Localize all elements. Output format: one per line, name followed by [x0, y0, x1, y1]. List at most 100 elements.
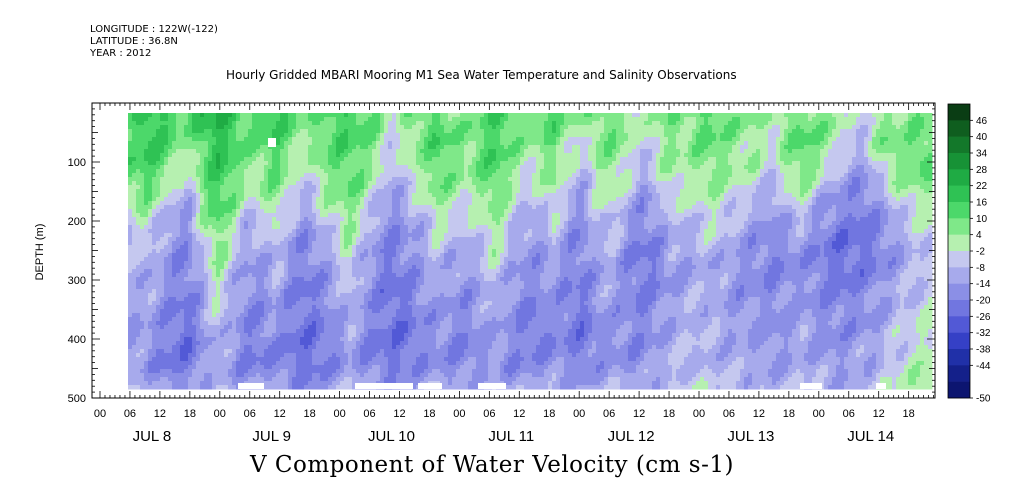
- heatmap-cell: [344, 189, 349, 194]
- heatmap-cell: [636, 181, 641, 186]
- heatmap-cell: [376, 117, 381, 122]
- heatmap-cell: [484, 205, 489, 210]
- heatmap-cell: [532, 185, 537, 190]
- heatmap-cell: [724, 145, 729, 150]
- heatmap-cell: [140, 169, 145, 174]
- heatmap-cell: [696, 145, 701, 150]
- heatmap-cell: [448, 165, 453, 170]
- heatmap-cell: [300, 117, 305, 122]
- heatmap-cell: [624, 153, 629, 158]
- heatmap-cell: [680, 169, 685, 174]
- heatmap-cell: [676, 193, 681, 198]
- heatmap-cell: [764, 157, 769, 162]
- heatmap-cell: [568, 205, 573, 210]
- heatmap-cell: [144, 157, 149, 162]
- heatmap-cell: [160, 169, 165, 174]
- heatmap-cell: [888, 193, 893, 198]
- heatmap-cell: [704, 145, 709, 150]
- heatmap-cell: [768, 117, 773, 122]
- heatmap-cell: [128, 185, 133, 190]
- heatmap-cell: [764, 185, 769, 190]
- heatmap-cell: [176, 153, 181, 158]
- heatmap-cell: [792, 117, 797, 122]
- heatmap-cell: [660, 193, 665, 198]
- heatmap-cell: [204, 201, 209, 206]
- heatmap-cell: [264, 205, 269, 210]
- heatmap-cell: [376, 125, 381, 130]
- heatmap-cell: [160, 129, 165, 134]
- heatmap-cell: [504, 149, 509, 154]
- heatmap-cell: [888, 173, 893, 178]
- heatmap-cell: [880, 181, 885, 186]
- heatmap-cell: [364, 153, 369, 158]
- heatmap-cell: [580, 165, 585, 170]
- heatmap-cell: [176, 193, 181, 198]
- heatmap-cell: [276, 193, 281, 198]
- heatmap-cell: [648, 113, 653, 118]
- heatmap-cell: [412, 173, 417, 178]
- heatmap-cell: [812, 197, 817, 202]
- heatmap-cell: [644, 201, 649, 206]
- heatmap-cell: [724, 121, 729, 126]
- heatmap-cell: [632, 125, 637, 130]
- heatmap-cell: [604, 133, 609, 138]
- heatmap-cell: [152, 189, 157, 194]
- heatmap-cell: [644, 169, 649, 174]
- heatmap-cell: [704, 177, 709, 182]
- heatmap-cell: [648, 129, 653, 134]
- heatmap-cell: [276, 201, 281, 206]
- heatmap-cell: [232, 141, 237, 146]
- heatmap-cell: [440, 117, 445, 122]
- heatmap-cell: [460, 117, 465, 122]
- heatmap-cell: [528, 121, 533, 126]
- heatmap-cell: [396, 165, 401, 170]
- heatmap-cell: [304, 121, 309, 126]
- heatmap-cell: [560, 121, 565, 126]
- heatmap-cell: [412, 165, 417, 170]
- heatmap-cell: [152, 125, 157, 130]
- heatmap-cell: [584, 181, 589, 186]
- heatmap-cell: [316, 185, 321, 190]
- heatmap-cell: [708, 205, 713, 210]
- heatmap-cell: [440, 149, 445, 154]
- heatmap-cell: [188, 177, 193, 182]
- heatmap-cell: [212, 117, 217, 122]
- heatmap-cell: [328, 189, 333, 194]
- heatmap-cell: [444, 177, 449, 182]
- heatmap-cell: [364, 145, 369, 150]
- heatmap-cell: [556, 125, 561, 130]
- heatmap-cell: [216, 189, 221, 194]
- heatmap-cell: [264, 125, 269, 130]
- heatmap-cell: [820, 117, 825, 122]
- heatmap-cell: [696, 165, 701, 170]
- heatmap-cell: [788, 117, 793, 122]
- heatmap-cell: [220, 129, 225, 134]
- heatmap-cell: [376, 165, 381, 170]
- heatmap-cell: [344, 181, 349, 186]
- heatmap-cell: [476, 137, 481, 142]
- heatmap-cell: [688, 133, 693, 138]
- heatmap-cell: [584, 189, 589, 194]
- heatmap-cell: [276, 205, 281, 210]
- heatmap-cell: [540, 193, 545, 198]
- heatmap-cell: [600, 165, 605, 170]
- heatmap-cell: [680, 193, 685, 198]
- heatmap-cell: [224, 133, 229, 138]
- year-label: YEAR : 2012: [90, 48, 152, 59]
- heatmap-cell: [448, 157, 453, 162]
- heatmap-cell: [400, 193, 405, 198]
- heatmap-cell: [360, 129, 365, 134]
- heatmap-cell: [620, 161, 625, 166]
- heatmap-cell: [772, 169, 777, 174]
- heatmap-cell: [544, 141, 549, 146]
- heatmap-cell: [648, 117, 653, 122]
- heatmap-cell: [276, 185, 281, 190]
- heatmap-cell: [152, 153, 157, 158]
- heatmap-cell: [716, 209, 721, 214]
- heatmap-cell: [836, 197, 841, 202]
- heatmap-cell: [784, 141, 789, 146]
- heatmap-cell: [192, 197, 197, 202]
- heatmap-cell: [328, 149, 333, 154]
- heatmap-cell: [156, 173, 161, 178]
- heatmap-cell: [360, 125, 365, 130]
